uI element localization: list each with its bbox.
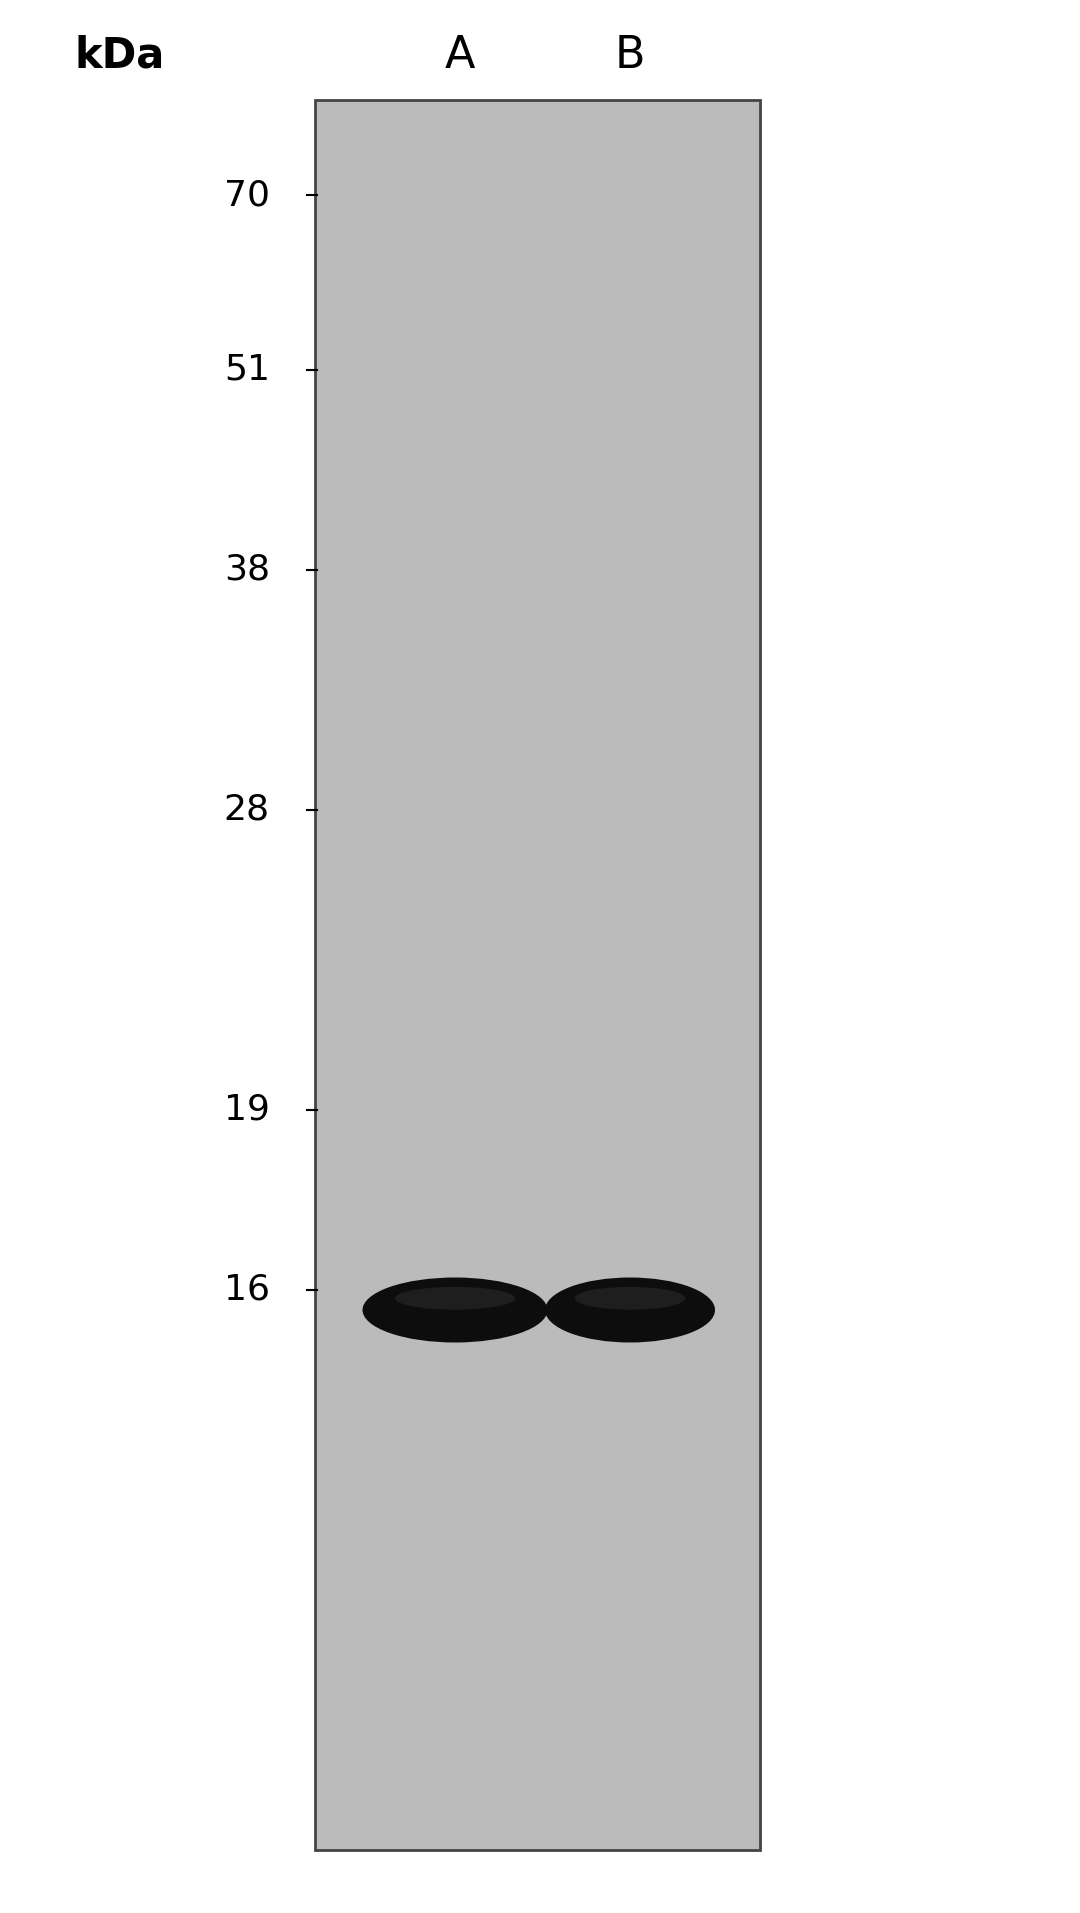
FancyBboxPatch shape [315,99,760,1850]
Ellipse shape [575,1287,685,1310]
Text: kDa: kDa [75,34,165,77]
Text: 16: 16 [224,1272,270,1307]
Text: 51: 51 [224,354,270,386]
Text: 28: 28 [224,794,270,826]
Ellipse shape [545,1278,715,1343]
Text: 19: 19 [225,1092,270,1127]
Ellipse shape [363,1278,548,1343]
Text: 70: 70 [224,178,270,212]
Text: B: B [615,34,645,77]
Ellipse shape [395,1287,515,1310]
Text: 38: 38 [224,553,270,587]
Text: A: A [445,34,475,77]
